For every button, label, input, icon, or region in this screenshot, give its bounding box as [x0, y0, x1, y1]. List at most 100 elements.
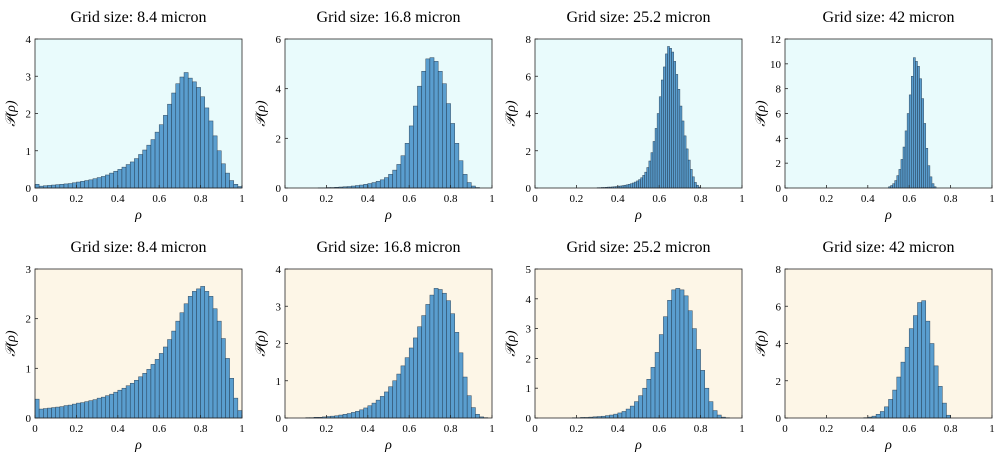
histogram-bar: [685, 148, 689, 189]
x-axis-label: ρ: [884, 208, 892, 223]
histogram-bar: [904, 346, 910, 419]
histogram-bar: [462, 174, 468, 189]
histogram-bar: [654, 352, 660, 419]
x-tick-label: 0.6: [402, 423, 416, 435]
histogram-bar: [437, 71, 443, 189]
histogram-bar: [642, 387, 648, 419]
y-tick-label: 10: [770, 59, 782, 71]
y-tick-label: 3: [26, 264, 32, 276]
histogram-bar: [379, 396, 385, 419]
histogram-bar: [88, 400, 94, 419]
histogram-bar: [902, 146, 906, 189]
x-tick-label: 0.6: [152, 193, 166, 205]
y-tick-label: 8: [776, 264, 782, 276]
histogram-bar: [675, 74, 679, 189]
y-tick-label: 4: [526, 294, 532, 306]
histogram-bar: [212, 135, 218, 189]
histogram-bar: [379, 179, 385, 189]
chart-title: Grid size: 8.4 micron: [71, 239, 207, 256]
histogram-bar: [675, 288, 681, 419]
chart-panel-3: 0 0.2 0.4 0.6 0.8 1 0 2 4 6 8 Grid size: 25.2 micro…: [504, 9, 745, 223]
histogram-bar: [638, 395, 643, 419]
histogram-bar: [413, 337, 418, 419]
histogram-bar: [158, 124, 164, 189]
y-axis-label: 𝒫(ρ): [4, 330, 19, 356]
histogram-bar: [904, 130, 908, 189]
histogram-bar: [692, 328, 697, 419]
histogram-bar: [716, 414, 722, 419]
histogram-bar: [200, 96, 205, 189]
y-tick-label: 4: [776, 339, 782, 351]
histogram-bar: [67, 183, 73, 189]
plot-area: [785, 39, 992, 188]
bar-group: [305, 288, 489, 419]
x-tick-label: 1: [989, 423, 995, 435]
x-tick-label: 0: [782, 423, 788, 435]
x-tick-label: 0.8: [444, 193, 458, 205]
histogram-bar: [179, 76, 185, 189]
histogram-bar: [925, 148, 929, 189]
histogram-bar: [163, 115, 168, 189]
histogram-bar: [105, 174, 110, 189]
x-tick-label: 0.4: [861, 423, 875, 435]
x-tick-label: 1: [489, 423, 495, 435]
histogram-bar: [425, 58, 431, 189]
histogram-bar: [80, 402, 85, 419]
histogram-bar: [59, 406, 65, 419]
histogram-bar: [623, 184, 627, 189]
histogram-bar: [72, 403, 77, 419]
histogram-bar: [187, 296, 193, 419]
x-tick-label: 0.2: [570, 423, 584, 435]
histogram-bar: [404, 357, 410, 419]
x-tick-label: 0.8: [944, 193, 958, 205]
histogram-bar: [462, 376, 468, 419]
histogram-bar: [665, 53, 668, 189]
histogram-bar: [466, 395, 472, 419]
histogram-bar: [392, 380, 398, 419]
histogram-bar: [654, 128, 658, 189]
y-tick-label: 2: [526, 353, 532, 365]
histogram-bar: [621, 411, 627, 419]
histogram-bar: [408, 125, 414, 189]
histogram-bar: [677, 89, 681, 189]
histogram-bar: [708, 401, 714, 419]
histogram-bar: [446, 103, 451, 189]
histogram-bar: [421, 71, 427, 189]
chart-panel-7: 0 0.2 0.4 0.6 0.8 1 0 1 2 3 4 5 Grid size: 25.2 micr…: [504, 239, 745, 453]
y-tick-label: 0: [26, 413, 32, 425]
y-axis-label: 𝒫(ρ): [754, 100, 769, 126]
x-tick-label: 0.6: [902, 193, 916, 205]
y-axis-label: 𝒫(ρ): [4, 100, 19, 126]
x-axis-label: ρ: [134, 438, 142, 453]
x-tick-label: 0: [32, 423, 38, 435]
y-tick-label: 5: [526, 264, 532, 276]
histogram-bar: [150, 139, 156, 189]
histogram-bar: [429, 57, 435, 189]
chart-panel-6: 0 0.2 0.4 0.6 0.8 1 0 1 2 3 4 Grid size: 16.8 micro…: [254, 239, 495, 453]
histogram-bar: [673, 61, 677, 189]
histogram-bar: [72, 182, 77, 189]
histogram-bar: [192, 291, 197, 419]
x-tick-label: 0.4: [361, 423, 375, 435]
bar-group: [572, 288, 730, 419]
histogram-bar: [84, 180, 90, 189]
chart-title: Grid size: 25.2 micron: [567, 239, 711, 256]
x-tick-label: 1: [739, 193, 745, 205]
histogram-bar: [138, 154, 143, 189]
histogram-bar: [167, 339, 172, 419]
histogram-bar: [88, 179, 94, 189]
histogram-bar: [450, 313, 455, 419]
histogram-bar: [84, 401, 90, 419]
histogram-bar: [417, 85, 422, 189]
x-axis-label: ρ: [384, 208, 392, 223]
histogram-bar: [105, 395, 110, 419]
histogram-bar: [125, 164, 131, 189]
histogram-bar: [363, 184, 369, 189]
plot-area: [535, 39, 742, 188]
histogram-bar: [208, 120, 214, 189]
histogram-bar: [413, 105, 418, 189]
chart-panel-1: 0 0.2 0.4 0.6 0.8 1 0 1 2 3 4 Grid size: 8.4 micron…: [4, 9, 245, 223]
histogram-bar: [363, 407, 369, 419]
chart-panel-2: 0 0.2 0.4 0.6 0.8 1 0 2 4 6 Grid size: 16.8 micron…: [254, 9, 495, 223]
histogram-bar: [367, 405, 373, 419]
